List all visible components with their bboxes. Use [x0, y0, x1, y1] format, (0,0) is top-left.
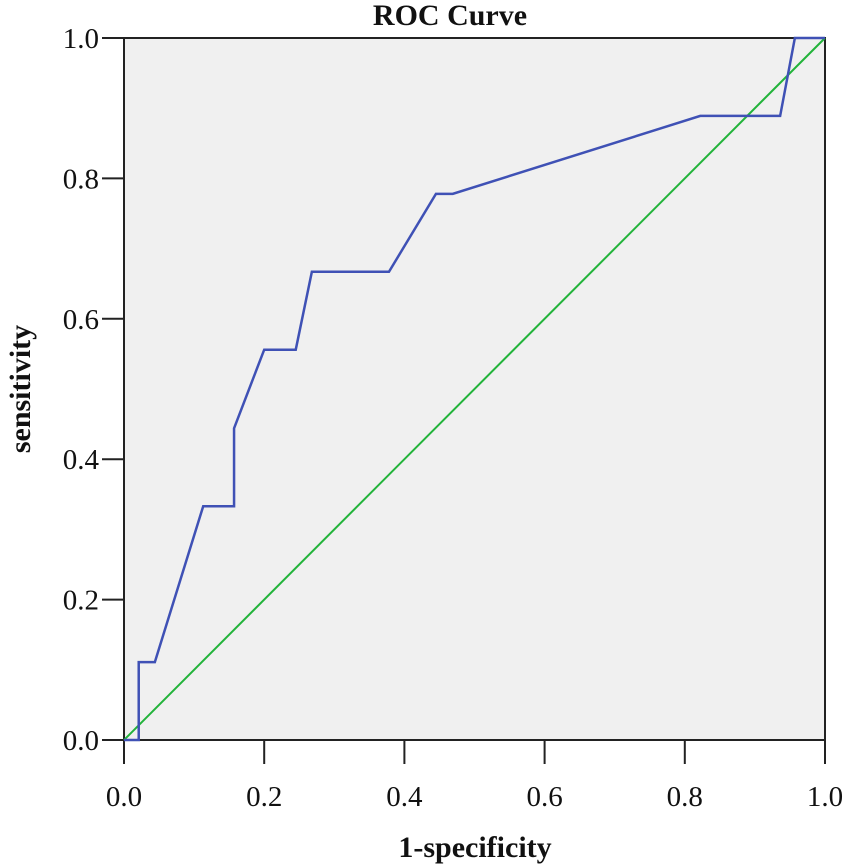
- x-tick-label: 0.8: [667, 781, 703, 813]
- x-tick-label: 0.6: [526, 781, 562, 813]
- chart-title: ROC Curve: [373, 0, 527, 32]
- x-tick-label: 1.0: [807, 781, 843, 813]
- x-axis: 0.0 0.2 0.4 0.6 0.8 1.0: [106, 740, 843, 813]
- x-axis-title: 1-specificity: [398, 831, 551, 864]
- x-tick-label: 0.4: [386, 781, 423, 813]
- reference-line: [123, 37, 826, 741]
- y-axis: 0.0 0.2 0.4 0.6 0.8 1.0: [63, 23, 124, 757]
- y-tick-label: 1.0: [63, 23, 99, 55]
- y-tick-label: 0.8: [63, 163, 99, 195]
- y-tick-label: 0.2: [63, 585, 99, 617]
- y-axis-title: sensitivity: [4, 325, 37, 453]
- x-tick-label: 0.0: [106, 781, 142, 813]
- y-tick-label: 0.4: [63, 444, 100, 476]
- x-tick-label: 0.2: [246, 781, 282, 813]
- roc-curve-line: [124, 36, 825, 742]
- y-tick-label: 0.6: [63, 304, 99, 336]
- y-tick-label: 0.0: [63, 725, 99, 757]
